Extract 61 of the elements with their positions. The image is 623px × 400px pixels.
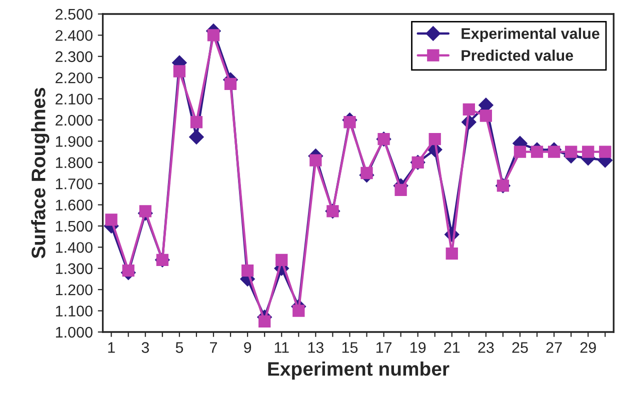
x-tick-label: 5 bbox=[176, 342, 184, 353]
point bbox=[292, 304, 305, 317]
y-tick-label: 2.000 bbox=[56, 114, 92, 126]
y-tick-label: 2.500 bbox=[56, 8, 92, 20]
x-tick-label: 23 bbox=[478, 342, 494, 353]
y-axis-title: Surface Roughnes bbox=[31, 88, 50, 258]
y-tick-label: 2.100 bbox=[56, 94, 92, 104]
point bbox=[207, 29, 220, 42]
legend-label: Predicted value bbox=[462, 50, 574, 61]
point bbox=[530, 146, 544, 158]
x-tick-label: 3 bbox=[142, 342, 149, 353]
x-tick-label: 29 bbox=[580, 342, 596, 353]
y-tick-label: 1.500 bbox=[56, 220, 92, 232]
y-tick-label: 1.900 bbox=[56, 136, 92, 147]
y-tick-label: 1.000 bbox=[56, 326, 92, 338]
x-tick-label: 19 bbox=[410, 342, 426, 353]
point bbox=[344, 116, 356, 128]
point bbox=[139, 205, 152, 218]
point bbox=[173, 65, 186, 78]
point bbox=[189, 130, 204, 144]
point bbox=[514, 146, 526, 158]
point bbox=[565, 146, 578, 158]
point bbox=[258, 315, 271, 328]
x-tick-label: 11 bbox=[274, 342, 289, 353]
point bbox=[310, 154, 322, 166]
x-tick-label: 21 bbox=[444, 342, 460, 353]
point bbox=[105, 214, 118, 226]
point bbox=[428, 133, 441, 146]
y-tick-label: 1.600 bbox=[56, 200, 92, 210]
x-tick-label: 25 bbox=[512, 342, 528, 353]
y-tick-label: 2.300 bbox=[56, 51, 92, 62]
point bbox=[446, 247, 458, 260]
y-tick-label: 1.300 bbox=[56, 263, 92, 274]
x-tick-label: 17 bbox=[376, 342, 392, 353]
point bbox=[360, 166, 373, 180]
y-tick-label: 1.100 bbox=[56, 306, 92, 316]
point bbox=[480, 110, 492, 122]
x-tick-label: 15 bbox=[342, 342, 358, 353]
point bbox=[462, 103, 475, 116]
x-axis-title: Experiment number bbox=[268, 362, 450, 380]
x-tick-label: 1 bbox=[108, 342, 115, 353]
x-tick-label: 7 bbox=[210, 342, 217, 353]
point bbox=[276, 254, 288, 266]
y-tick-label: 1.400 bbox=[56, 242, 92, 253]
legend-label: Experimental value bbox=[462, 28, 600, 42]
y-tick-label: 2.200 bbox=[56, 72, 92, 84]
point bbox=[599, 146, 612, 158]
x-tick-label: 27 bbox=[546, 342, 562, 353]
point bbox=[582, 146, 594, 158]
point bbox=[122, 264, 134, 277]
y-tick-label: 1.800 bbox=[56, 157, 92, 168]
y-tick-label: 2.400 bbox=[56, 30, 92, 41]
point bbox=[241, 264, 254, 277]
point bbox=[394, 184, 407, 196]
point bbox=[224, 78, 237, 90]
x-tick-label: 13 bbox=[308, 342, 324, 353]
y-tick-label: 1.700 bbox=[56, 178, 92, 190]
point bbox=[548, 146, 560, 158]
x-tick-label: 9 bbox=[244, 342, 252, 353]
y-tick-label: 1.200 bbox=[56, 284, 92, 296]
point bbox=[190, 116, 203, 128]
